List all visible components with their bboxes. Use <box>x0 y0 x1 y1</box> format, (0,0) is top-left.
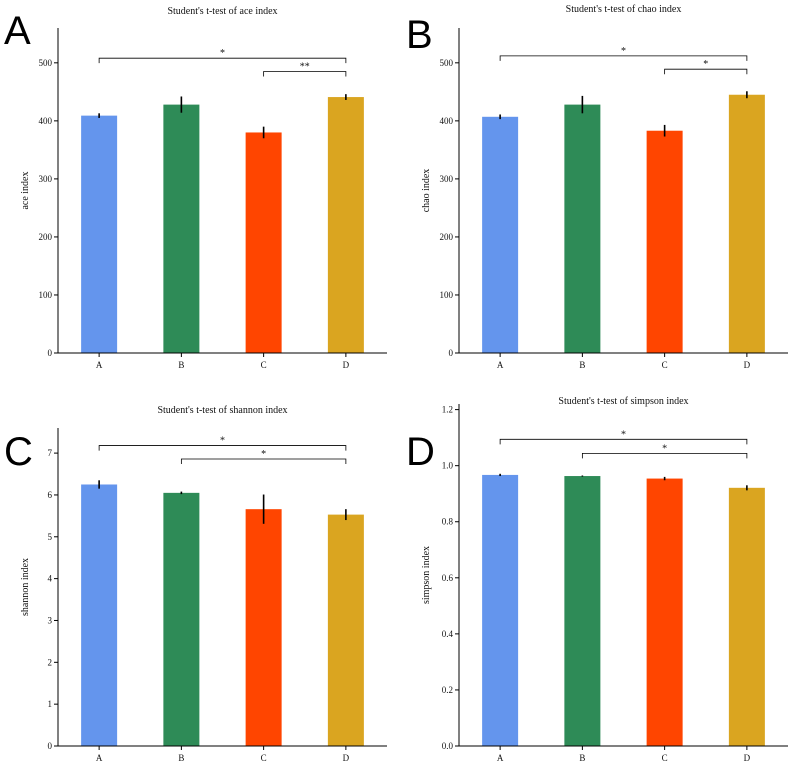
y-tick-label: 6 <box>48 490 53 500</box>
significance-label: * <box>261 449 266 460</box>
chart-panel-b: B Student's t-test of chao index chao inde… <box>406 4 788 370</box>
x-tick-label: C <box>261 360 267 370</box>
y-tick-label: 300 <box>440 174 454 184</box>
bar-d <box>728 94 765 353</box>
x-tick-label: B <box>178 360 184 370</box>
x-tick-label: C <box>662 360 668 370</box>
y-axis-label: shannon index <box>20 558 31 616</box>
significance-bracket <box>581 452 748 459</box>
bar-a <box>482 116 519 353</box>
y-axis-label: simpson index <box>421 546 432 604</box>
y-tick-label: 5 <box>48 532 53 542</box>
y-tick-label: 0.0 <box>442 741 454 751</box>
significance-bracket <box>664 68 748 75</box>
x-tick-label: C <box>662 753 668 763</box>
y-tick-label: 1.0 <box>442 461 454 471</box>
y-tick-label: 0 <box>449 348 454 358</box>
bar-a <box>81 484 118 746</box>
chart-panel-c: C Student's t-test of shannon index shanno… <box>4 405 387 763</box>
chart-title: Student's t-test of ace index <box>167 6 277 17</box>
x-tick-label: D <box>343 753 350 763</box>
x-tick-label: B <box>579 360 585 370</box>
significance-label: * <box>220 436 225 447</box>
significance-bracket <box>499 55 748 61</box>
panel-letter-c: C <box>4 430 33 474</box>
x-tick-label: A <box>96 360 103 370</box>
y-tick-label: 0 <box>48 741 53 751</box>
bar-c <box>245 509 282 746</box>
chart-title: Student's t-test of simpson index <box>558 396 688 407</box>
y-tick-label: 200 <box>440 232 454 242</box>
y-tick-label: 0.8 <box>442 517 454 527</box>
y-tick-label: 1 <box>48 699 53 709</box>
y-axis-label: chao index <box>421 169 432 213</box>
x-tick-label: D <box>744 360 751 370</box>
bar-c <box>646 478 683 746</box>
y-tick-label: 200 <box>39 232 53 242</box>
significance-label: ** <box>300 62 310 73</box>
x-tick-label: B <box>579 753 585 763</box>
y-tick-label: 0.4 <box>442 629 454 639</box>
x-tick-label: D <box>744 753 751 763</box>
bar-b <box>163 104 200 353</box>
y-tick-label: 400 <box>440 116 454 126</box>
bar-c <box>646 130 683 353</box>
x-tick-label: D <box>343 360 350 370</box>
y-axis-label: ace index <box>20 171 31 209</box>
significance-bracket <box>499 438 748 445</box>
y-tick-label: 2 <box>48 657 53 667</box>
panel-letter-a: A <box>4 9 31 53</box>
significance-label: * <box>220 48 225 59</box>
y-tick-label: 0.2 <box>442 685 453 695</box>
x-tick-label: B <box>178 753 184 763</box>
y-tick-label: 500 <box>440 58 454 68</box>
x-tick-label: A <box>497 360 504 370</box>
bar-d <box>327 514 364 746</box>
significance-bracket <box>180 458 347 464</box>
y-tick-label: 100 <box>440 290 454 300</box>
significance-label: * <box>703 59 708 70</box>
significance-bracket <box>98 445 347 451</box>
y-tick-label: 400 <box>39 116 53 126</box>
significance-label: * <box>621 46 626 57</box>
bar-d <box>728 487 765 746</box>
significance-bracket <box>263 71 347 77</box>
y-tick-label: 100 <box>39 290 53 300</box>
y-tick-label: 4 <box>48 574 53 584</box>
bar-a <box>81 115 118 353</box>
y-tick-label: 500 <box>39 58 53 68</box>
bar-b <box>163 492 200 746</box>
y-tick-label: 0 <box>48 348 53 358</box>
x-tick-label: A <box>497 753 504 763</box>
y-tick-label: 7 <box>48 448 53 458</box>
panel-letter-d: D <box>406 430 435 474</box>
x-tick-label: C <box>261 753 267 763</box>
y-tick-label: 1.2 <box>442 405 453 415</box>
x-tick-label: A <box>96 753 103 763</box>
bar-b <box>564 104 601 353</box>
bar-a <box>482 474 519 746</box>
panel-letter-b: B <box>406 13 433 57</box>
significance-label: * <box>662 443 667 454</box>
significance-bracket <box>98 57 347 64</box>
chart-panel-d: D Student's t-test of simpson index simpso… <box>406 396 788 763</box>
bar-d <box>327 97 364 353</box>
bar-b <box>564 476 601 746</box>
y-tick-label: 300 <box>39 174 53 184</box>
chart-panel-a: A Student's t-test of ace index ace index 0… <box>4 6 387 370</box>
chart-title: Student's t-test of shannon index <box>157 405 287 416</box>
bar-c <box>245 132 282 353</box>
y-tick-label: 3 <box>48 615 53 625</box>
y-tick-label: 0.6 <box>442 573 454 583</box>
chart-title: Student's t-test of chao index <box>566 4 682 15</box>
significance-label: * <box>621 429 626 440</box>
